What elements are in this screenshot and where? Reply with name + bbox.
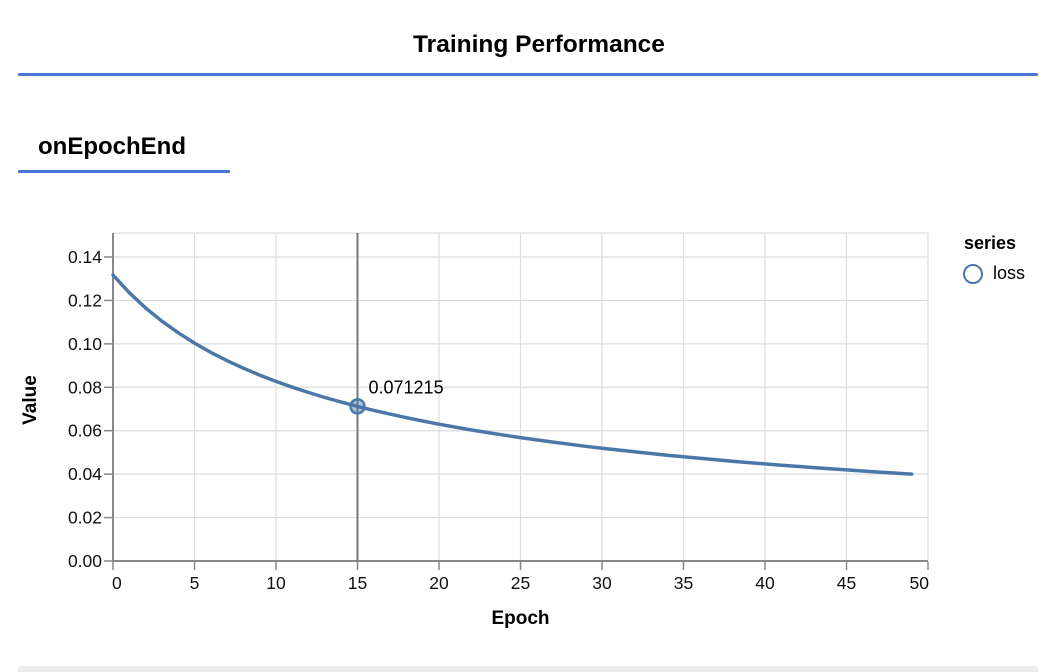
x-tick-label: 10 bbox=[266, 573, 286, 593]
x-tick-label: 25 bbox=[511, 573, 530, 593]
x-tick-label: 20 bbox=[429, 573, 449, 593]
y-axis-title: Value bbox=[20, 375, 41, 425]
chart-tick-labels: 0.00 0.02 0.04 0.06 0.08 0.10 0.12 0.14 0 5 10 15 20… bbox=[68, 247, 929, 593]
legend-item-loss: loss bbox=[963, 263, 1053, 284]
y-tick-label: 0.04 bbox=[68, 464, 102, 484]
y-tick-label: 0.10 bbox=[68, 334, 102, 354]
legend-title: series bbox=[964, 233, 1017, 253]
bottom-divider bbox=[18, 666, 1038, 672]
x-tick-label: 35 bbox=[674, 573, 693, 593]
x-tick-label: 30 bbox=[592, 573, 612, 593]
y-tick-label: 0.00 bbox=[68, 551, 102, 571]
highlight-point[interactable] bbox=[349, 398, 366, 415]
legend: series loss bbox=[963, 233, 1053, 284]
y-tick-label: 0.08 bbox=[68, 377, 102, 397]
y-tick-label: 0.02 bbox=[68, 508, 102, 528]
y-tick-label: 0.12 bbox=[68, 290, 102, 310]
legend-point-icon bbox=[963, 263, 983, 284]
tooltip-value: 0.071215 bbox=[369, 377, 444, 397]
loss-line bbox=[111, 273, 914, 476]
x-tick-label: 40 bbox=[755, 573, 775, 593]
x-tick-label: 5 bbox=[190, 573, 200, 593]
page-title: Training Performance bbox=[413, 31, 665, 58]
y-tick-label: 0.06 bbox=[68, 421, 102, 441]
chart-gridlines bbox=[113, 232, 929, 561]
x-tick-label: 45 bbox=[837, 573, 856, 593]
header-divider bbox=[18, 73, 1038, 76]
section-divider bbox=[18, 170, 230, 173]
x-axis-title: Epoch bbox=[491, 608, 549, 629]
legend-item-label: loss bbox=[993, 263, 1026, 283]
x-tick-label: 15 bbox=[348, 573, 367, 593]
x-tick-label: 50 bbox=[910, 573, 930, 593]
y-tick-label: 0.14 bbox=[68, 247, 102, 267]
section-title: onEpochEnd bbox=[38, 133, 186, 160]
x-tick-label: 0 bbox=[112, 573, 122, 593]
chart-axes bbox=[104, 233, 929, 570]
